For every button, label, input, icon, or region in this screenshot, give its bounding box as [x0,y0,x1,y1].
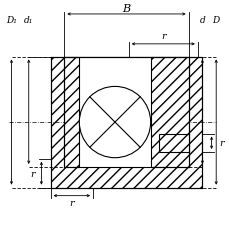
Circle shape [79,87,150,158]
Text: r: r [219,139,223,148]
Text: r: r [160,32,165,41]
Text: d: d [199,16,204,25]
Bar [64,57,188,167]
Bar [158,134,188,152]
Text: D₁: D₁ [6,16,17,25]
Bar [50,57,202,188]
Text: D: D [212,16,219,25]
Bar [64,57,79,167]
Text: r: r [30,169,34,178]
Text: r: r [69,198,74,207]
Text: B: B [122,4,130,14]
Text: d₁: d₁ [24,16,33,25]
Bar [150,57,188,167]
